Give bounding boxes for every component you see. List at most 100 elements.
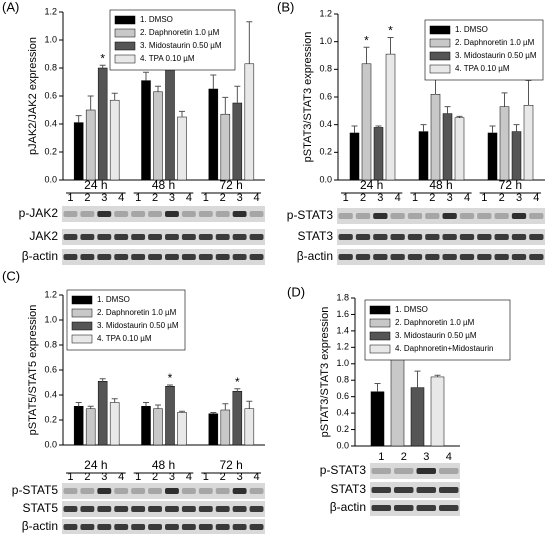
- blot-strip: [62, 229, 265, 245]
- blot-band: [249, 234, 264, 240]
- legend-label: 2. Daphnoretin 1.0 µM: [455, 38, 535, 47]
- error-bar: [444, 106, 451, 114]
- y-tick-label: 0.0: [44, 174, 57, 184]
- legend-label: 2. Daphnoretin 1.0 µM: [395, 318, 475, 327]
- bar: [85, 408, 96, 446]
- blot-band: [390, 234, 405, 240]
- bar: [208, 88, 219, 181]
- bar: [208, 413, 219, 446]
- blot-row-label: p-STAT5: [12, 483, 59, 497]
- significance-star: *: [388, 24, 393, 38]
- blot-band: [181, 211, 196, 217]
- legend-swatch: [71, 308, 93, 318]
- bar: [244, 408, 255, 446]
- bar: [373, 127, 384, 181]
- y-tick-label: 0.0: [336, 440, 349, 450]
- lane-label: 2: [152, 471, 158, 483]
- blot-band: [198, 254, 213, 260]
- y-tick-label: 1.0: [44, 314, 57, 324]
- error-bar: [210, 412, 217, 414]
- blot-band: [181, 254, 196, 260]
- bar: [109, 99, 120, 181]
- blot-band: [407, 213, 423, 219]
- blot-band: [97, 211, 112, 217]
- error-bar: [234, 388, 241, 392]
- error-bar: [75, 402, 82, 407]
- legend-label: 1. DMSO: [97, 295, 130, 304]
- y-axis-label: pSTAT3/STAT3 expression: [319, 307, 331, 438]
- blot-band: [114, 254, 129, 260]
- legend-swatch: [369, 331, 391, 341]
- blot-strip: [337, 208, 545, 224]
- legend-label: 4. TPA 0.10 µM: [140, 54, 195, 63]
- blot-band: [494, 234, 509, 240]
- bar: [499, 106, 510, 181]
- bar: [487, 132, 498, 181]
- bar: [97, 67, 108, 181]
- lane-label: 1: [378, 451, 384, 463]
- y-tick-label: 1.0: [44, 34, 57, 44]
- panel-label: (C): [2, 268, 20, 283]
- legend-swatch: [71, 321, 93, 331]
- blot-row-label: β-actin: [330, 500, 366, 514]
- y-tick-label: 0.8: [319, 64, 332, 74]
- group-label: 48 h: [152, 458, 175, 472]
- legend-swatch: [114, 28, 136, 38]
- y-tick-label: 1.0: [336, 358, 349, 368]
- error-bar: [99, 378, 106, 382]
- blot-band: [390, 254, 405, 260]
- blot-row-label: STAT5: [22, 501, 58, 515]
- panel-label: (D): [287, 284, 305, 299]
- blot-band: [494, 213, 509, 219]
- bar: [430, 376, 445, 447]
- blot-band: [232, 524, 247, 530]
- blot-row-label: β-actin: [22, 519, 58, 533]
- blot-band: [394, 487, 414, 493]
- legend-label: 1. DMSO: [395, 305, 428, 314]
- bar: [141, 80, 151, 181]
- legend-label: 3. Midostaurin 0.50 µM: [455, 51, 537, 60]
- blot-band: [97, 254, 112, 260]
- blot-band: [442, 234, 457, 240]
- group-label: 24 h: [360, 178, 383, 192]
- blot-band: [97, 524, 112, 530]
- blot-band: [459, 254, 475, 260]
- error-bar: [501, 92, 508, 107]
- error-bar: [420, 124, 427, 132]
- blot-band: [131, 506, 146, 512]
- blot-band: [494, 254, 509, 260]
- bar: [165, 386, 175, 446]
- error-bar: [87, 95, 94, 110]
- blot-band: [131, 234, 146, 240]
- legend-label: 2. Daphnoretin 1.0 µM: [140, 28, 220, 37]
- y-tick-label: 0.4: [336, 407, 349, 417]
- blot-band: [511, 213, 527, 219]
- legend-swatch: [429, 25, 451, 35]
- blot-row-label: JAK2: [29, 229, 58, 243]
- group-label: 24 h: [84, 178, 107, 192]
- lane-label: 1: [481, 192, 487, 204]
- blot-band: [97, 506, 112, 512]
- error-bar: [222, 96, 229, 115]
- blot-row-label: STAT3: [297, 229, 333, 243]
- error-bar: [234, 85, 241, 103]
- blot-band: [63, 524, 78, 530]
- blot-strip: [370, 482, 460, 498]
- error-bar: [374, 383, 381, 392]
- y-tick-label: 0.8: [44, 339, 57, 349]
- error-bar: [179, 410, 185, 413]
- blot-band: [371, 505, 391, 511]
- blot-band: [249, 254, 264, 260]
- lane-label: 2: [152, 192, 158, 204]
- blot-band: [416, 505, 436, 511]
- bar: [523, 105, 534, 181]
- blot-band: [148, 506, 162, 512]
- legend-swatch: [429, 51, 451, 61]
- bar: [141, 406, 151, 446]
- y-tick-label: 0.0: [319, 174, 332, 184]
- blot-band: [477, 254, 492, 260]
- blot-band: [63, 506, 78, 512]
- blot-band: [198, 488, 213, 494]
- y-tick-label: 0.4: [44, 389, 57, 399]
- bar: [97, 381, 108, 446]
